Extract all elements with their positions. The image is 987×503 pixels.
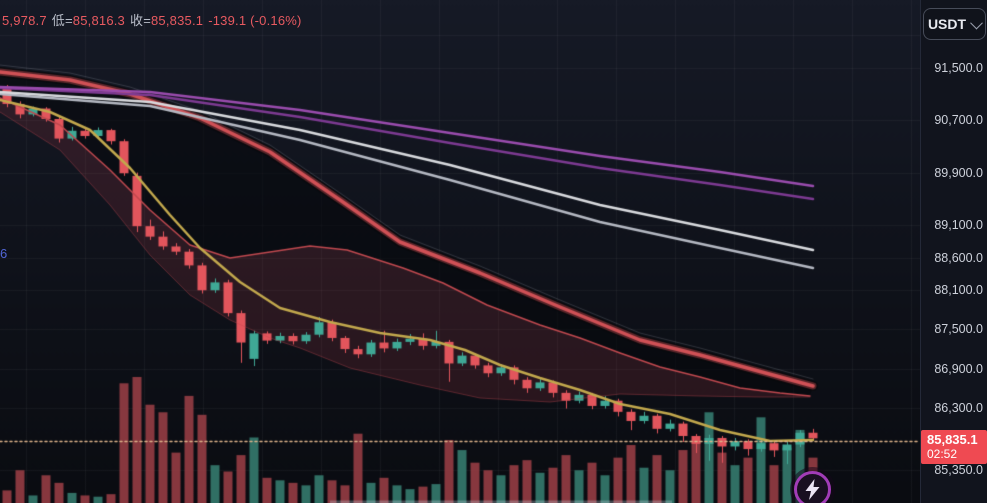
price-axis-label: 87,500.0 [934, 322, 983, 337]
last-price-badge: 85,835.1 02:52 [921, 430, 987, 464]
close-value: 85,835.1 [151, 13, 204, 28]
quick-trade-button[interactable] [794, 471, 831, 503]
price-axis-label: 91,500.0 [934, 61, 983, 75]
price-axis-label: 90,700.0 [934, 113, 983, 128]
clipped-indicator-label: 6 [0, 246, 8, 261]
lightning-bolt-icon [805, 479, 820, 500]
bar-countdown: 02:52 [927, 447, 958, 461]
ohlc-legend: 5,978.7 低=85,816.3 收=85,835.1 -139.1 (-0… [2, 10, 302, 29]
price-axis-label: 85,350.0 [934, 463, 983, 477]
price-axis-label: 88,100.0 [934, 283, 983, 298]
price-chart-canvas[interactable] [0, 0, 920, 503]
price-axis-label: 89,100.0 [934, 217, 983, 232]
price-axis-label: 86,900.0 [934, 361, 983, 376]
low-value: 85,816.3 [72, 13, 125, 28]
price-axis-label: 86,300.0 [934, 400, 983, 415]
last-price-value: 85,835.1 [927, 432, 978, 447]
high-value-partial: 5,978.7 [2, 13, 47, 28]
close-label: 收= [130, 13, 151, 28]
low-label: 低= [51, 13, 73, 28]
chevron-down-icon [970, 16, 983, 29]
price-axis[interactable]: 91,500.0 90,700.0 89,900.0 89,100.0 88,600.0… [920, 0, 987, 503]
currency-selector-button[interactable]: USDT [923, 8, 986, 40]
price-axis-label: 89,900.0 [934, 165, 983, 180]
change-value: -139.1 (-0.16%) [208, 13, 302, 28]
price-axis-label: 88,600.0 [934, 250, 983, 265]
currency-selector-label: USDT [927, 16, 967, 32]
